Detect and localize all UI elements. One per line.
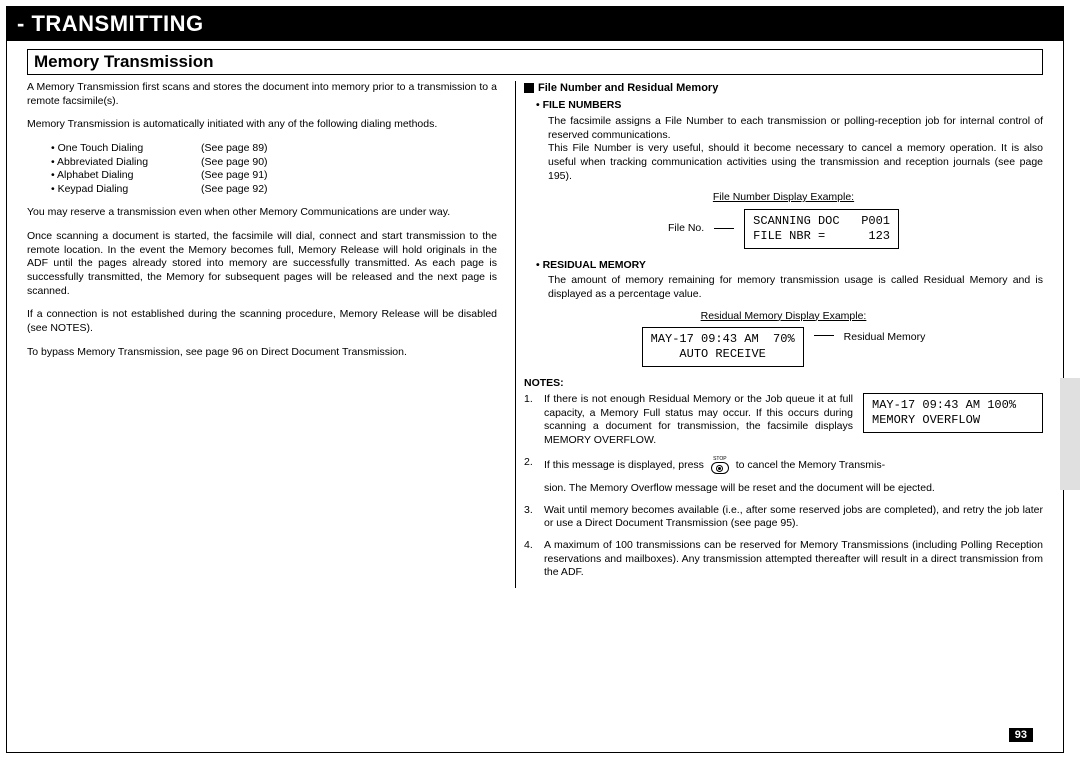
note-2b: to cancel the Memory Transmis- (736, 459, 885, 471)
scanning-paragraph: Once scanning a document is started, the… (27, 230, 497, 298)
page-container: - TRANSMITTING Memory Transmission A Mem… (6, 6, 1064, 753)
section-title: Memory Transmission (34, 52, 1036, 72)
two-column-layout: A Memory Transmission first scans and st… (7, 81, 1063, 588)
dial-method-name: • Keypad Dialing (51, 183, 201, 197)
square-bullet-icon (524, 83, 534, 93)
note-item-4: 4. A maximum of 100 transmissions can be… (524, 539, 1043, 580)
notes-list: 1. If there is not enough Residual Memor… (524, 393, 1043, 580)
display-line: AUTO RECEIVE (651, 347, 766, 361)
intro-paragraph-1: A Memory Transmission first scans and st… (27, 81, 497, 108)
note-text: Wait until memory becomes available (i.e… (544, 504, 1043, 531)
connector-line-icon (714, 228, 734, 229)
dial-method-ref: (See page 92) (201, 183, 268, 197)
reserve-paragraph: You may reserve a transmission even when… (27, 206, 497, 220)
page-number: 93 (1009, 728, 1033, 742)
connector-line-icon (814, 335, 834, 336)
list-item: • Alphabet Dialing (See page 91) (51, 169, 497, 183)
column-separator (515, 81, 516, 588)
display-line: SCANNING DOC P001 (753, 214, 890, 228)
note-text: A maximum of 100 transmissions can be re… (544, 539, 1043, 580)
note-2a: If this message is displayed, press (544, 459, 704, 471)
list-item: • Abbreviated Dialing (See page 90) (51, 156, 497, 170)
note-1-body: If there is not enough Residual Memory o… (544, 393, 853, 448)
right-column: File Number and Residual Memory • FILE N… (524, 81, 1043, 588)
dial-method-ref: (See page 89) (201, 142, 268, 156)
note-number: 1. (524, 393, 544, 448)
file-display-label: File Number Display Example: (524, 191, 1043, 205)
file-numbers-body: The facsimile assigns a File Number to e… (548, 115, 1043, 183)
display-line: MEMORY OVERFLOW (872, 413, 980, 427)
section-title-box: Memory Transmission (27, 49, 1043, 75)
note-2c: sion. The Memory Overflow message will b… (544, 482, 935, 494)
note-text: If this message is displayed, press STOP… (544, 456, 1043, 496)
left-column: A Memory Transmission first scans and st… (27, 81, 507, 588)
notes-heading: NOTES: (524, 377, 1043, 391)
file-number-heading: File Number and Residual Memory (524, 81, 1043, 95)
note-number: 4. (524, 539, 544, 580)
residual-display-wrapper: MAY-17 09:43 AM 70% AUTO RECEIVE Residua… (524, 327, 1043, 367)
display-line: FILE NBR = 123 (753, 229, 890, 243)
connection-paragraph: If a connection is not established durin… (27, 308, 497, 335)
dialing-methods-list: • One Touch Dialing (See page 89) • Abbr… (51, 142, 497, 197)
dial-method-ref: (See page 91) (201, 169, 268, 183)
stop-button-icon: STOP (711, 456, 729, 475)
file-display-wrapper: File No. SCANNING DOC P001 FILE NBR = 12… (524, 209, 1043, 249)
note-text: If there is not enough Residual Memory o… (544, 393, 1043, 448)
dial-method-name: • One Touch Dialing (51, 142, 201, 156)
side-tab (1060, 378, 1080, 490)
residual-display-label: Residual Memory Display Example: (524, 310, 1043, 324)
residual-memory-display: MAY-17 09:43 AM 70% AUTO RECEIVE (642, 327, 804, 367)
residual-memory-subtitle: • RESIDUAL MEMORY (536, 259, 1043, 273)
residual-memory-body: The amount of memory remaining for memor… (548, 274, 1043, 301)
note-item-2: 2. If this message is displayed, press S… (524, 456, 1043, 496)
list-item: • One Touch Dialing (See page 89) (51, 142, 497, 156)
file-no-label: File No. (668, 222, 704, 236)
note-item-3: 3. Wait until memory becomes available (… (524, 504, 1043, 531)
file-numbers-subtitle: • FILE NUMBERS (536, 99, 1043, 113)
residual-label: Residual Memory (844, 331, 926, 345)
display-line: MAY-17 09:43 AM 100% (872, 398, 1016, 412)
display-line: MAY-17 09:43 AM 70% (651, 332, 795, 346)
note-item-1: 1. If there is not enough Residual Memor… (524, 393, 1043, 448)
note-number: 3. (524, 504, 544, 531)
dial-method-name: • Abbreviated Dialing (51, 156, 201, 170)
stop-icon (711, 462, 729, 474)
list-item: • Keypad Dialing (See page 92) (51, 183, 497, 197)
intro-paragraph-2: Memory Transmission is automatically ini… (27, 118, 497, 132)
note-number: 2. (524, 456, 544, 496)
dial-method-ref: (See page 90) (201, 156, 268, 170)
file-number-display: SCANNING DOC P001 FILE NBR = 123 (744, 209, 899, 249)
heading-text: File Number and Residual Memory (538, 82, 718, 94)
bypass-paragraph: To bypass Memory Transmission, see page … (27, 346, 497, 360)
memory-overflow-display: MAY-17 09:43 AM 100% MEMORY OVERFLOW (863, 393, 1043, 433)
page-title-bar: - TRANSMITTING (7, 7, 1063, 41)
dial-method-name: • Alphabet Dialing (51, 169, 201, 183)
